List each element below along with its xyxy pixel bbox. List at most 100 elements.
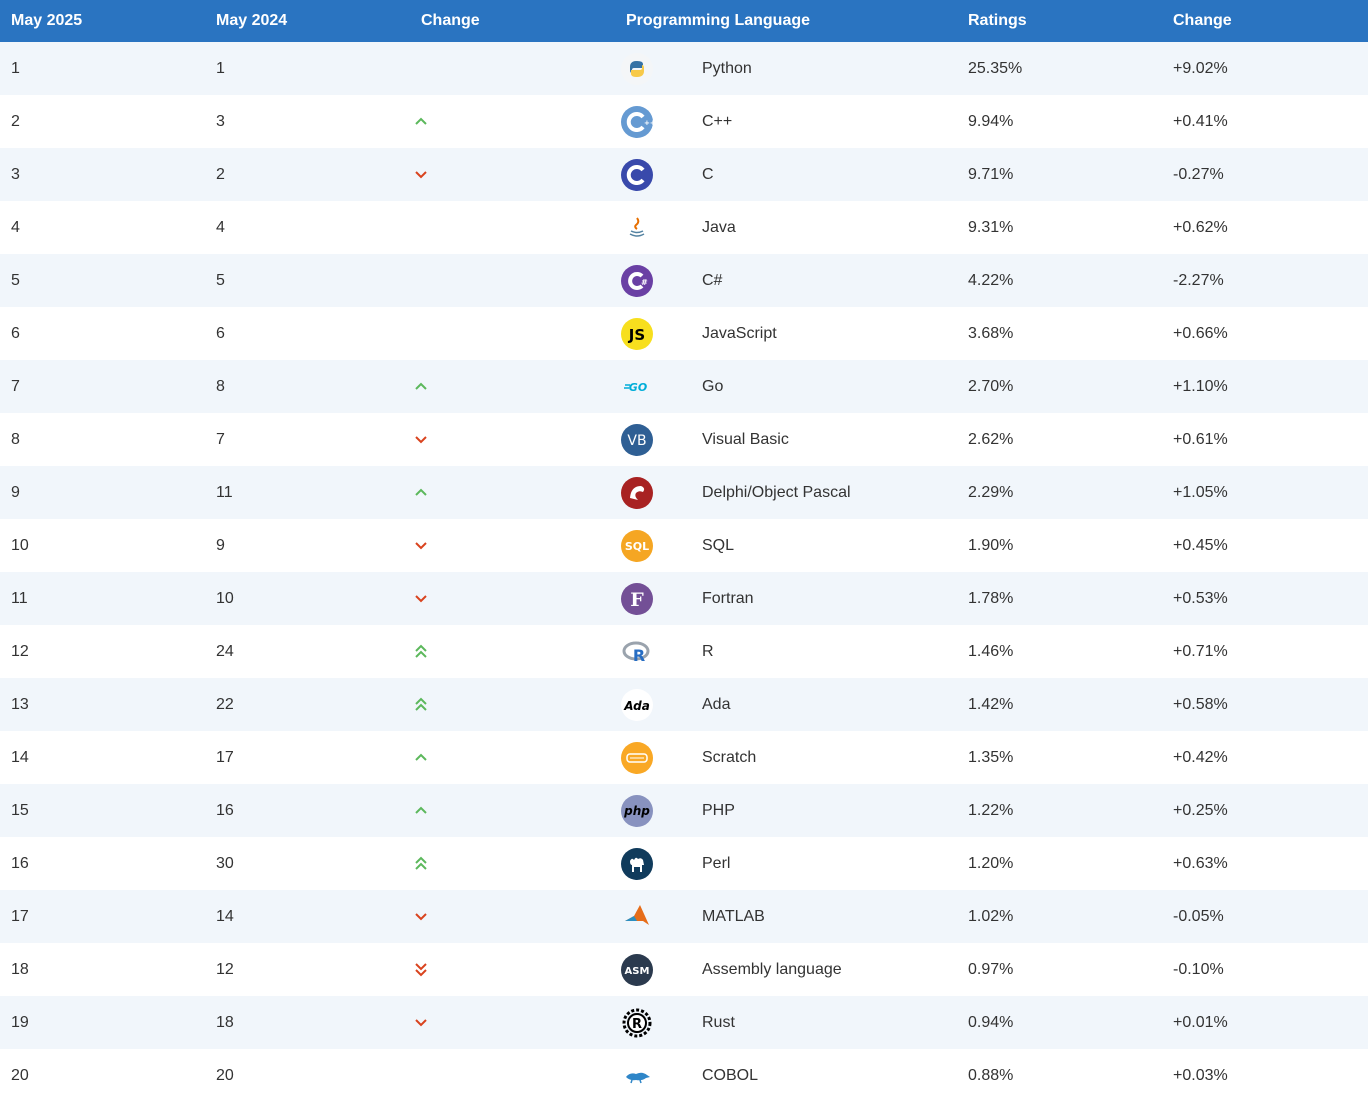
language-name[interactable]: Scratch: [702, 748, 757, 766]
table-row: 10 9 SQL SQL 1.90% +0.45%: [0, 519, 1368, 572]
rank-change: [410, 201, 615, 254]
fortran-icon: F: [621, 582, 653, 615]
rank-current: 7: [11, 377, 20, 395]
rank-change: [410, 625, 615, 678]
language-name[interactable]: Perl: [702, 854, 731, 872]
rank-previous: 14: [216, 907, 234, 925]
rating-value: 0.97%: [968, 960, 1014, 978]
language-logo: Ada: [615, 678, 691, 731]
table-row: 12 24 R R 1.46% +0.71%: [0, 625, 1368, 678]
java-icon: [629, 216, 645, 237]
rust-icon: R: [622, 1008, 652, 1037]
trend-up-icon: [415, 806, 427, 814]
table-row: 4 4 Java 9.31% +0.62%: [0, 201, 1368, 254]
ada-icon: Ada: [621, 688, 653, 721]
language-logo: php: [615, 784, 691, 837]
rating-value: 1.46%: [968, 642, 1014, 660]
rank-change: [410, 731, 615, 784]
trend-up-double-icon: [415, 697, 427, 711]
rating-change: +0.71%: [1173, 642, 1228, 660]
rank-change: [410, 996, 615, 1049]
rank-previous: 16: [216, 801, 234, 819]
rank-current: 19: [11, 1013, 29, 1031]
rank-current: 9: [11, 483, 20, 501]
rank-previous: 11: [216, 483, 233, 501]
rating-value: 9.31%: [968, 218, 1014, 236]
rank-change: [410, 466, 615, 519]
cobol-icon: [626, 1072, 650, 1083]
language-name[interactable]: C: [702, 165, 714, 183]
rating-change: +0.58%: [1173, 695, 1228, 713]
language-logo: R: [615, 996, 691, 1049]
rank-change: [410, 678, 615, 731]
language-logo: JS: [615, 307, 691, 360]
table-row: 19 18 R Rust 0.94% +0.01%: [0, 996, 1368, 1049]
php-icon: php: [621, 794, 653, 827]
language-name[interactable]: PHP: [702, 801, 735, 819]
rating-value: 25.35%: [968, 59, 1023, 77]
rank-previous: 22: [216, 695, 234, 713]
language-name[interactable]: Visual Basic: [702, 430, 789, 448]
rank-change: [410, 519, 615, 572]
language-name[interactable]: R: [702, 642, 714, 660]
language-name[interactable]: SQL: [702, 536, 735, 554]
language-name[interactable]: Ada: [702, 695, 731, 713]
language-name[interactable]: JavaScript: [702, 324, 777, 342]
rating-value: 1.20%: [968, 854, 1014, 872]
table-row: 2 3 ++ C++ 9.94% +0.41%: [0, 95, 1368, 148]
rating-value: 9.71%: [968, 165, 1014, 183]
rating-value: 0.88%: [968, 1066, 1014, 1084]
rank-current: 11: [11, 589, 28, 607]
rating-value: 1.22%: [968, 801, 1014, 819]
table-row: 8 7 VB Visual Basic 2.62% +0.61%: [0, 413, 1368, 466]
table-row: 9 11 Delphi/Object Pascal 2.29% +1.05%: [0, 466, 1368, 519]
svg-text:F: F: [630, 589, 644, 611]
language-name[interactable]: Rust: [702, 1013, 735, 1031]
language-name[interactable]: C#: [702, 271, 723, 289]
rank-current: 1: [11, 59, 20, 77]
language-name[interactable]: Fortran: [702, 589, 754, 607]
table-row: 1 1 Python 25.35% +9.02%: [0, 42, 1368, 95]
rating-value: 2.29%: [968, 483, 1014, 501]
header-ratings-change: Change: [1173, 12, 1232, 29]
trend-up-icon: [415, 382, 427, 390]
rank-current: 5: [11, 271, 20, 289]
rank-change: [410, 1049, 615, 1102]
language-logo: [615, 201, 691, 254]
svg-text:R: R: [632, 1017, 642, 1032]
trend-down-icon: [415, 912, 427, 920]
svg-text:ASM: ASM: [625, 966, 650, 977]
rating-value: 1.78%: [968, 589, 1014, 607]
svg-text:VB: VB: [627, 433, 646, 449]
rating-value: 2.62%: [968, 430, 1014, 448]
trend-down-icon: [415, 594, 427, 602]
sql-icon: SQL: [621, 529, 653, 562]
language-name[interactable]: Java: [702, 218, 736, 236]
language-name[interactable]: Delphi/Object Pascal: [702, 483, 851, 501]
trend-down-icon: [415, 1018, 427, 1026]
rating-change: +0.66%: [1173, 324, 1228, 342]
language-logo: [615, 890, 691, 943]
cpp-icon: ++: [621, 105, 653, 138]
rank-current: 2: [11, 112, 20, 130]
delphi-icon: [621, 476, 653, 509]
rating-change: +0.62%: [1173, 218, 1228, 236]
header-language: Programming Language: [626, 12, 811, 29]
language-name[interactable]: Assembly language: [702, 960, 842, 978]
language-name[interactable]: MATLAB: [702, 907, 765, 925]
language-name[interactable]: C++: [702, 112, 733, 130]
rating-change: +0.61%: [1173, 430, 1228, 448]
rank-current: 15: [11, 801, 29, 819]
language-logo: [615, 42, 691, 95]
language-name[interactable]: Python: [702, 59, 752, 77]
rank-change: [410, 95, 615, 148]
language-name[interactable]: COBOL: [702, 1066, 759, 1084]
rank-previous: 10: [216, 589, 234, 607]
rating-change: -2.27%: [1173, 271, 1224, 289]
rank-change: [410, 307, 615, 360]
rank-current: 17: [11, 907, 29, 925]
language-name[interactable]: Go: [702, 377, 724, 395]
language-logo: ++: [615, 95, 691, 148]
svg-text:php: php: [623, 804, 650, 818]
rank-previous: 17: [216, 748, 234, 766]
